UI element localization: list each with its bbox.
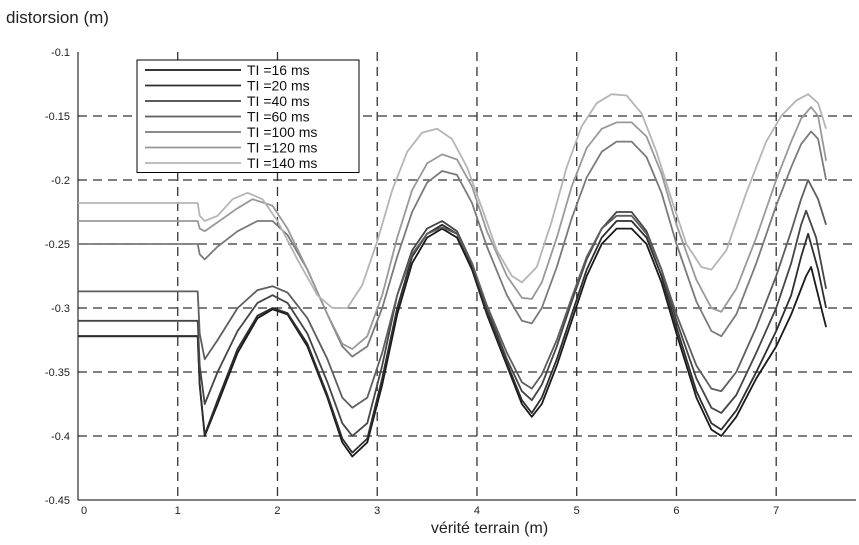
- legend-label: TI =100 ms: [247, 124, 317, 140]
- y-tick-label: -0.1: [51, 47, 70, 59]
- x-tick-label: 7: [773, 505, 779, 517]
- legend-label: TI =60 ms: [247, 109, 310, 125]
- y-tick-label: -0.15: [45, 111, 70, 123]
- legend-label: TI =16 ms: [247, 62, 310, 78]
- series-line: [78, 106, 827, 350]
- y-axis-label: distorsion (m): [6, 8, 109, 27]
- legend-label: TI =120 ms: [247, 140, 317, 156]
- y-tick-label: -0.25: [45, 239, 70, 251]
- series-line: [78, 179, 827, 409]
- x-tick-label: 5: [574, 505, 580, 517]
- x-axis-label: vérité terrain (m): [430, 520, 549, 537]
- series-line: [78, 220, 827, 454]
- x-tick-label: 2: [274, 505, 280, 517]
- y-tick-label: -0.2: [51, 175, 70, 187]
- x-tick-label: 6: [673, 505, 679, 517]
- y-tick-label: -0.3: [51, 303, 70, 315]
- series-line: [78, 93, 827, 309]
- legend-label: TI =20 ms: [247, 78, 310, 94]
- x-tick-label: 4: [474, 505, 480, 517]
- x-tick-label: 3: [374, 505, 380, 517]
- x-tick-label: 1: [175, 505, 181, 517]
- series-line: [78, 130, 827, 358]
- y-tick-label: -0.45: [45, 495, 70, 507]
- legend-label: TI =40 ms: [247, 93, 310, 109]
- legend-label: TI =140 ms: [247, 155, 317, 171]
- series-line: [78, 209, 827, 437]
- x-tick-label: 0: [81, 505, 87, 517]
- y-tick-label: -0.4: [51, 431, 70, 443]
- series-line: [78, 227, 827, 458]
- y-tick-label: -0.35: [45, 367, 70, 379]
